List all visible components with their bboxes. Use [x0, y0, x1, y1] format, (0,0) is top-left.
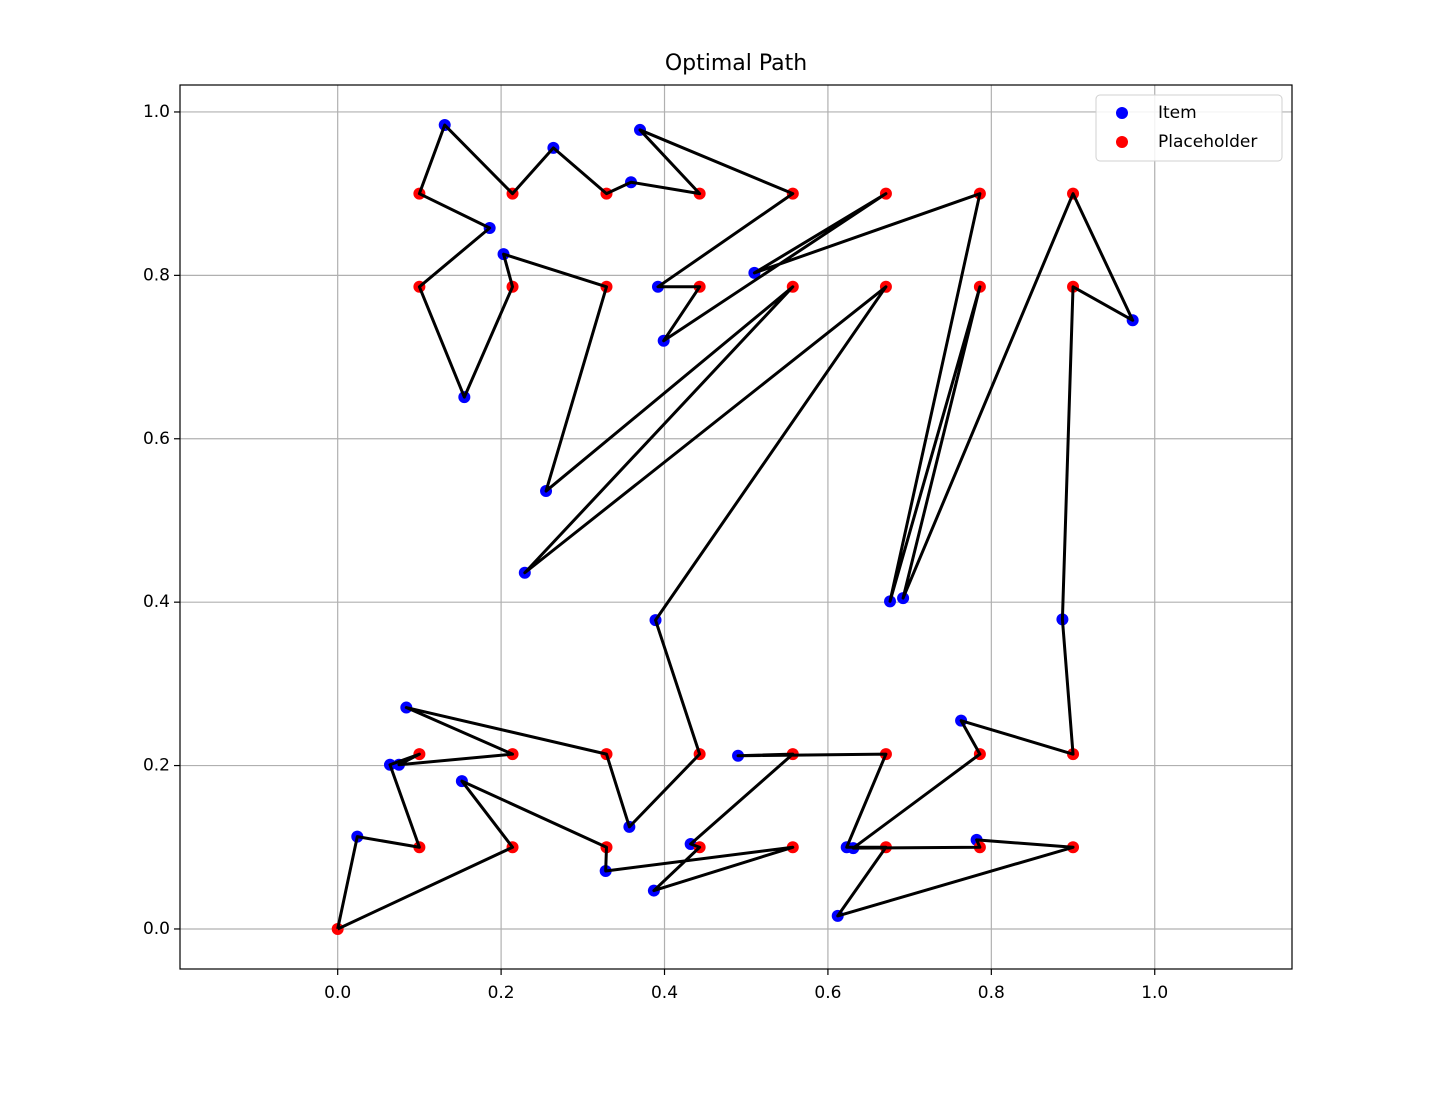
x-tick-label: 0.0 [324, 983, 351, 1003]
plot-frame [179, 84, 1293, 970]
x-tick-label: 0.2 [488, 983, 515, 1003]
path-line [336, 123, 1135, 931]
y-tick-label: 0.0 [143, 919, 170, 939]
legend-label: Placeholder [1158, 132, 1257, 152]
y-tick-label: 0.8 [143, 265, 170, 285]
y-tick-label: 0.6 [143, 429, 170, 449]
x-tick-label: 0.4 [651, 983, 678, 1003]
legend-box [1095, 94, 1283, 162]
legend-marker [1116, 107, 1128, 119]
x-tick-label: 1.0 [1141, 983, 1168, 1003]
y-tick-label: 1.0 [143, 102, 170, 122]
y-tick-label: 0.4 [143, 592, 170, 612]
chart-title: Optimal Path [665, 51, 807, 76]
legend-marker [1116, 136, 1128, 148]
x-tick-label: 0.8 [978, 983, 1005, 1003]
y-tick-label: 0.2 [143, 756, 170, 776]
legend-label: Item [1158, 103, 1197, 123]
x-tick-label: 0.6 [814, 983, 841, 1003]
